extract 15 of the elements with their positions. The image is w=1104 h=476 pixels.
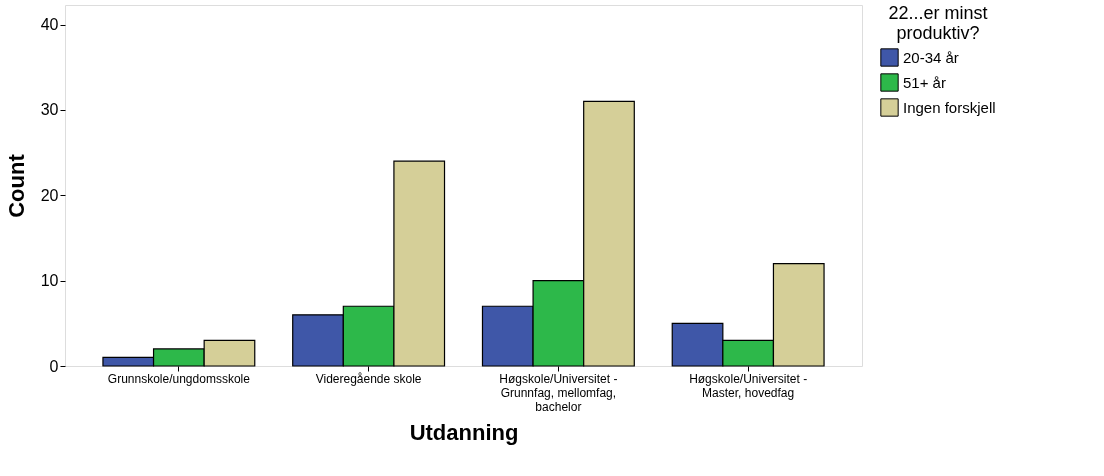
x-tick-label: Grunnskole/ungdomsskole [107, 371, 251, 386]
y-tick-label: 10 [40, 272, 59, 290]
legend-label: Ingen forskjell [903, 98, 996, 116]
y-axis-title: Count [3, 153, 29, 218]
y-tick-label: 40 [40, 16, 59, 34]
y-tick-label: 30 [40, 101, 59, 119]
y-tick-label: 20 [40, 186, 59, 204]
x-tick-label: Høgskole/Universitet - Grunnfag, mellomfag, bachelor [499, 371, 618, 414]
x-tick-label: Høgskole/Universitet - Master, hovedfag [689, 371, 808, 400]
legend-label: 20-34 år [903, 48, 959, 66]
x-tick-label: Videregående skole [315, 371, 422, 386]
x-axis-title: Utdanning [409, 419, 519, 445]
y-tick-label: 0 [49, 357, 59, 375]
legend-title: 22...er minst produktiv? [888, 3, 988, 43]
legend-label: 51+ år [903, 73, 946, 91]
